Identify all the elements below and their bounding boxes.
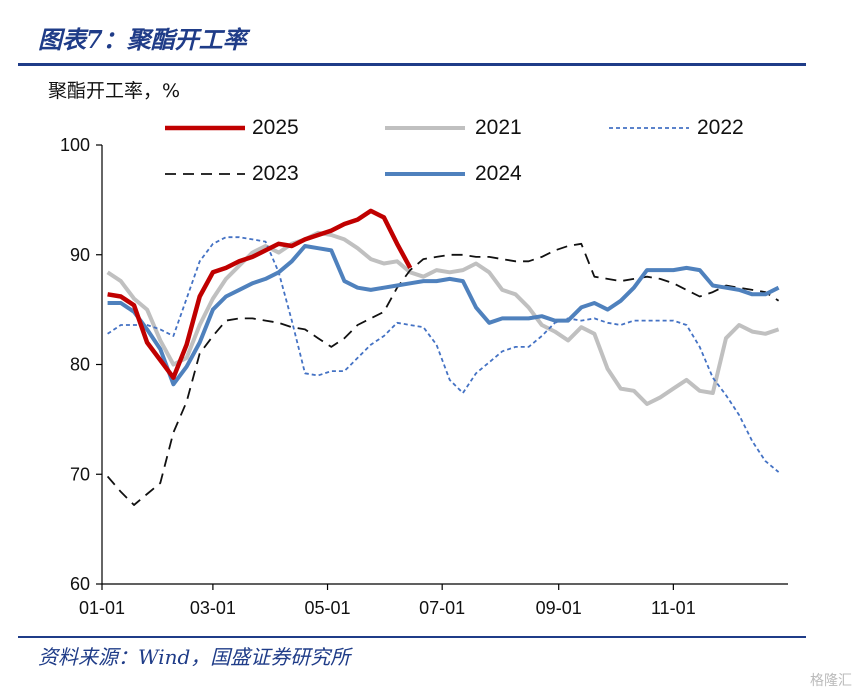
x-tick-label: 05-01 — [305, 598, 351, 618]
legend-label-2023: 2023 — [252, 162, 299, 185]
x-tick-label: 11-01 — [651, 598, 696, 618]
series-line-2021 — [106, 230, 780, 406]
top-rule — [18, 63, 806, 66]
legend-label-2022: 2022 — [697, 116, 744, 139]
series-line-2024 — [107, 244, 780, 387]
bottom-rule — [18, 636, 806, 638]
legend-label-2025: 2025 — [252, 116, 299, 139]
x-tick-label: 07-01 — [419, 598, 465, 618]
legend-swatches — [165, 125, 689, 176]
axes: 60 70 80 90 100 01-01 03-01 05-01 07-01 09-01 11-0… — [60, 135, 788, 618]
watermark-logo: 格隆汇 — [810, 673, 852, 689]
x-tick-label: 03-01 — [190, 598, 236, 618]
legend-label-2024: 2024 — [475, 162, 522, 185]
series-layer — [106, 208, 780, 506]
legend-label-2021: 2021 — [475, 116, 522, 139]
x-tick-label: 09-01 — [536, 598, 582, 618]
y-tick-label: 60 — [70, 574, 90, 594]
x-tick-label: 01-01 — [79, 598, 125, 618]
series-line-2023 — [106, 242, 780, 506]
series-line-2025 — [107, 208, 413, 380]
y-tick-label: 80 — [70, 355, 90, 375]
y-tick-label: 100 — [60, 135, 90, 155]
source-note: 资料来源：Wind，国盛证券研究所 — [38, 645, 351, 669]
figure-title: 图表7：聚酯开工率 — [38, 25, 247, 54]
y-tick-label: 90 — [70, 245, 90, 265]
y-tick-label: 70 — [70, 464, 90, 484]
y-axis-unit-label: 聚酯开工率，% — [48, 80, 181, 102]
